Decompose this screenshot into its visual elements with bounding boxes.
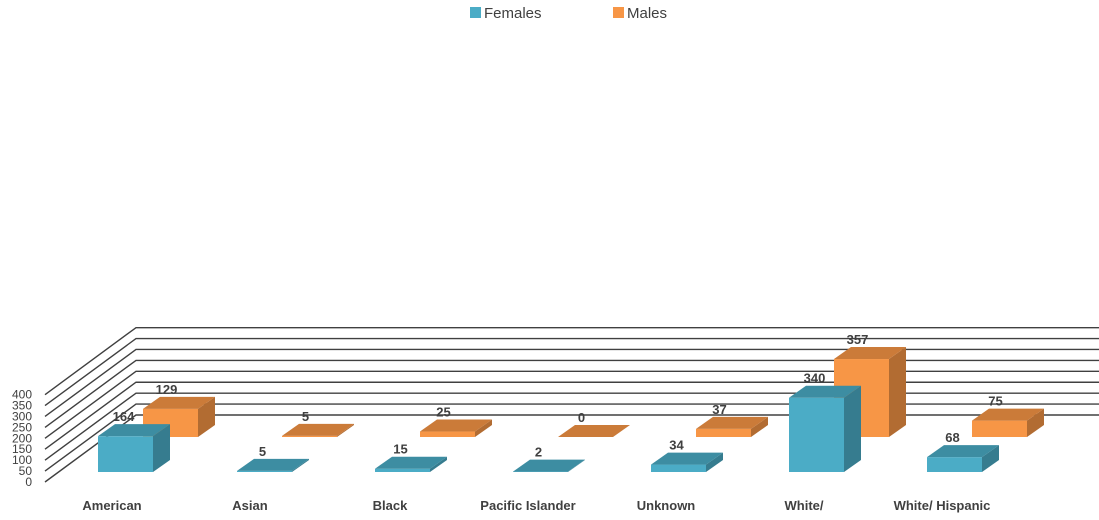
y-tick-label: 100 bbox=[12, 453, 32, 467]
y-tick-label: 400 bbox=[12, 388, 32, 402]
y-tick-label: 150 bbox=[12, 442, 32, 456]
data-label-females: 68 bbox=[945, 430, 959, 445]
legend-label: Males bbox=[627, 5, 667, 22]
bar-females bbox=[375, 456, 447, 472]
data-label-males: 25 bbox=[436, 405, 450, 420]
gridline bbox=[44, 414, 1099, 483]
gridline bbox=[44, 370, 1099, 439]
bars bbox=[98, 347, 1044, 472]
legend-swatch bbox=[470, 7, 481, 18]
bar-males bbox=[972, 408, 1044, 437]
bar-females bbox=[98, 424, 170, 472]
data-label-females: 15 bbox=[393, 442, 407, 457]
gridline bbox=[44, 392, 1099, 461]
category-label: White/ bbox=[785, 498, 824, 513]
category-label: American bbox=[82, 498, 141, 513]
data-label-males: 5 bbox=[302, 409, 309, 424]
y-tick-label: 350 bbox=[12, 399, 32, 413]
gridline bbox=[44, 403, 1099, 472]
gridline bbox=[44, 337, 1099, 407]
data-label-males: 75 bbox=[988, 394, 1002, 409]
legend-swatch bbox=[613, 7, 624, 18]
data-label-males: 129 bbox=[156, 382, 178, 397]
category-label: Black bbox=[373, 498, 408, 513]
data-labels: 129 164 5 5 25 15 0 2 37 34 357 340 75 68 bbox=[113, 332, 1003, 460]
data-label-males: 357 bbox=[847, 332, 869, 347]
bar-females bbox=[927, 445, 999, 472]
gridline bbox=[44, 348, 1099, 418]
bar-females bbox=[513, 459, 585, 472]
data-label-males: 37 bbox=[712, 402, 726, 417]
gridline bbox=[44, 326, 1099, 396]
legend: Females Males bbox=[470, 5, 667, 22]
bar-males bbox=[143, 396, 215, 437]
bar-females bbox=[651, 452, 723, 472]
y-tick-label: 200 bbox=[12, 431, 32, 445]
data-label-females: 5 bbox=[259, 444, 266, 459]
category-label: Asian bbox=[232, 498, 267, 513]
y-tick-label: 0 bbox=[25, 475, 32, 489]
bar-females bbox=[237, 458, 309, 472]
data-label-females: 340 bbox=[804, 371, 826, 386]
category-label: White/ Hispanic bbox=[894, 498, 991, 513]
bar-males bbox=[558, 425, 630, 437]
data-label-females: 164 bbox=[113, 409, 135, 424]
y-tick-label: 50 bbox=[19, 464, 33, 478]
gridline bbox=[44, 381, 1099, 450]
bar-males bbox=[282, 423, 354, 437]
category-label: Unknown bbox=[637, 498, 696, 513]
data-label-females: 34 bbox=[669, 438, 684, 453]
y-tick-label: 250 bbox=[12, 420, 32, 434]
data-label-males: 0 bbox=[578, 410, 585, 425]
x-axis-categories: American Asian Black Pacific Islander Unknow… bbox=[82, 498, 990, 513]
bar-males bbox=[696, 416, 768, 437]
bar-males bbox=[420, 419, 492, 437]
legend-label: Females bbox=[484, 5, 542, 22]
y-tick-label: 300 bbox=[12, 409, 32, 423]
data-label-females: 2 bbox=[535, 445, 542, 460]
gridline bbox=[44, 359, 1099, 428]
bar-females bbox=[789, 385, 861, 472]
gridlines bbox=[44, 326, 1099, 483]
category-label: Pacific Islander bbox=[480, 498, 575, 513]
